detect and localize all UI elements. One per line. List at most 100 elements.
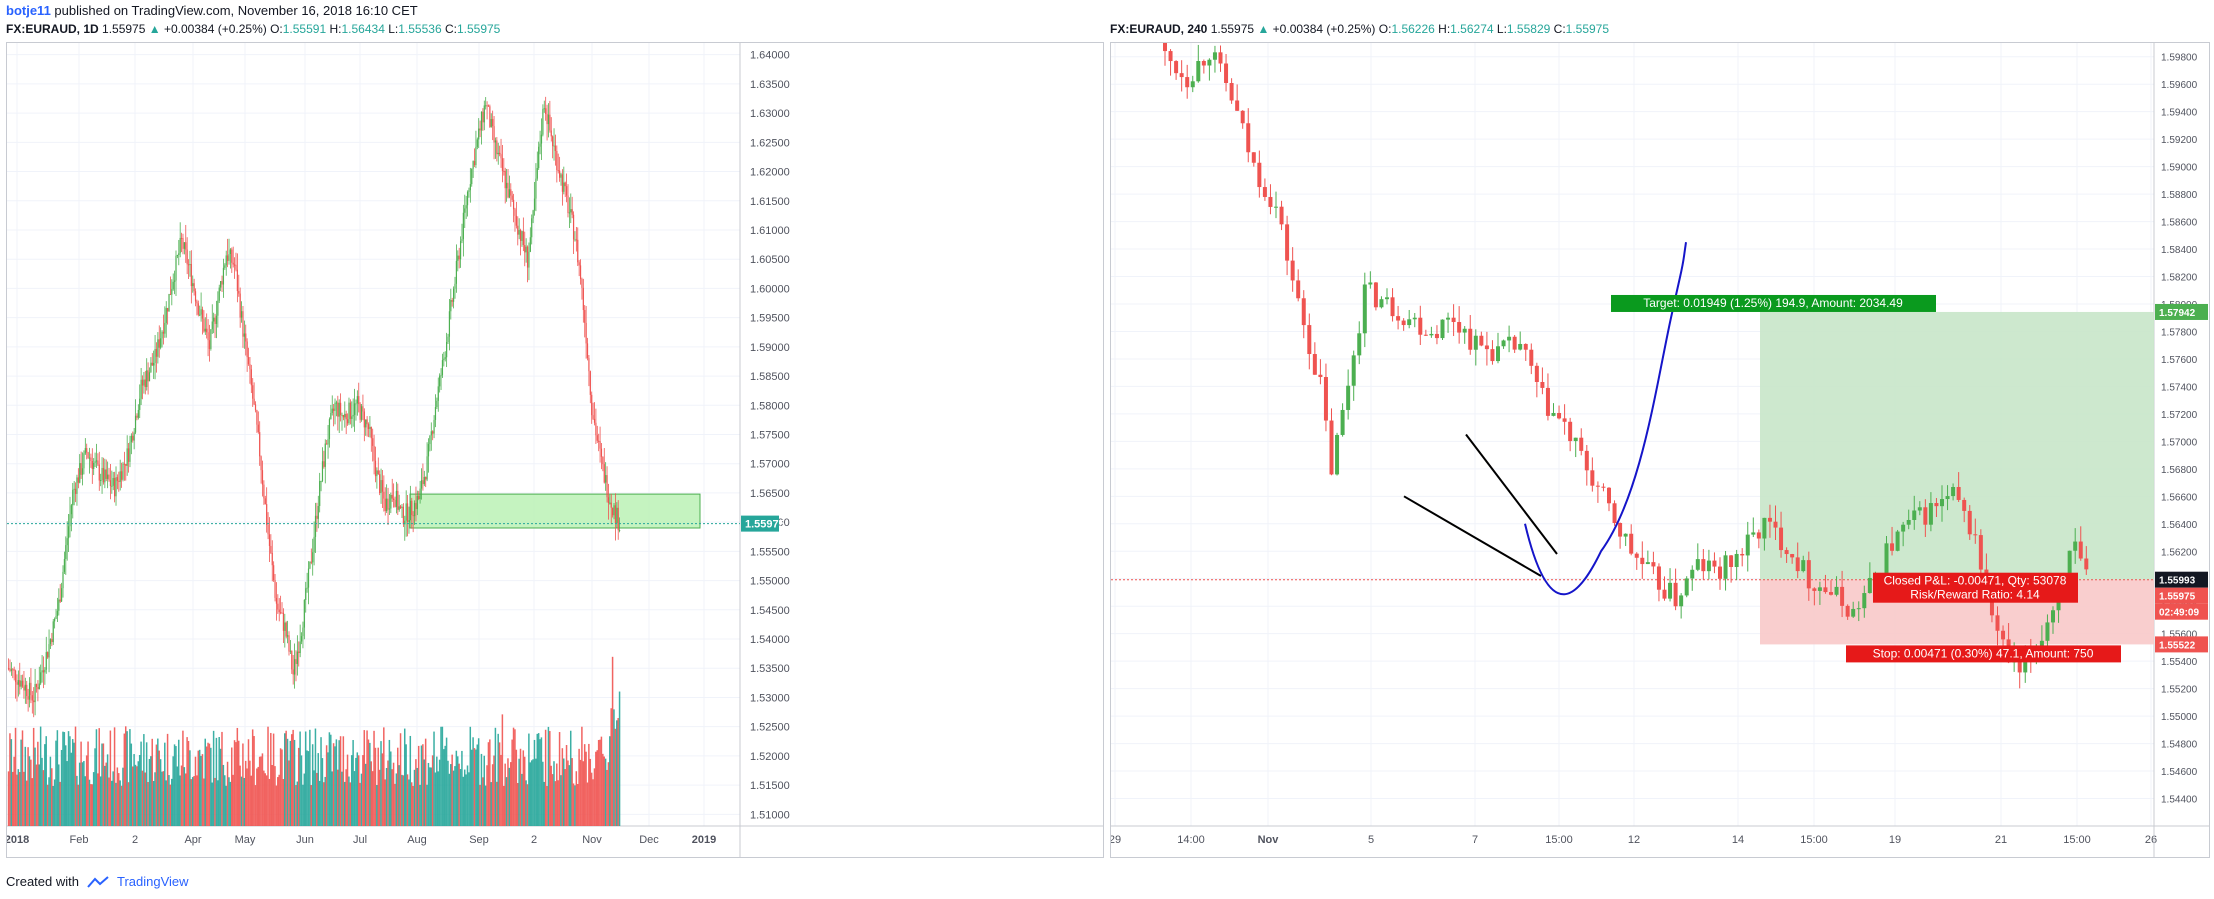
candle [1318,374,1323,378]
candle [413,502,416,517]
volume-bar [602,753,604,826]
y-tick-label: 1.51000 [750,809,790,821]
candle [38,683,40,690]
right-close: 1.55975 [1565,22,1610,36]
candle [227,255,229,261]
volume-bar [162,771,165,826]
right-symbol[interactable]: FX:EURAUD, 240 [1110,22,1208,36]
candle [1779,527,1784,551]
candle [229,249,232,255]
volume-bar [18,772,21,826]
candle [1501,340,1506,347]
candle [91,460,93,470]
candle [1545,387,1550,416]
candle [365,419,367,428]
candle [157,339,159,357]
y-tick-label: 1.57800 [2161,327,2198,338]
volume-bar [539,739,541,826]
candle [238,291,240,294]
candle [87,452,89,458]
candle [1218,52,1223,64]
candle [1817,587,1822,591]
x-tick-label: Dec [639,834,659,846]
candle [1429,333,1434,336]
volume-bar [353,771,356,826]
volume-bar [9,733,11,826]
right-chart-svg[interactable]: 1.59800 1.59600 1.59400 1.59200 1.59000 1.588… [1109,33,2209,857]
volume-bar [138,755,141,826]
candle [168,294,170,312]
y-tick-label: 1.55500 [750,546,790,558]
left-chart-svg[interactable]: 1.64000 1.63500 1.63000 1.62500 1.62000 1.615… [5,43,1103,857]
candle [1645,562,1650,565]
volume-bar [282,779,285,826]
candle [1496,346,1500,362]
candle [517,225,519,235]
candle [1551,412,1556,416]
candle [178,253,180,256]
right-chart-panel[interactable]: 1.59800 1.59600 1.59400 1.59200 1.59000 1.588… [1109,33,2210,858]
volume-bar [466,765,469,826]
candle [13,669,15,671]
volume-bar [120,785,123,826]
volume-bar [609,736,611,826]
candle [77,477,79,483]
volume-bar [226,761,229,826]
candle [453,288,455,302]
right-low: 1.55829 [1506,22,1551,36]
volume-bar [438,759,441,826]
candle [1756,532,1761,539]
tradingview-brand-link[interactable]: TradingView [116,874,189,889]
volume-bar [596,750,598,826]
volume-bar [80,741,82,826]
volume-bar [197,750,200,826]
volume-bar [497,733,499,826]
volume-bar [201,754,204,826]
volume-bar [94,748,96,826]
volume-bar [590,772,593,826]
candle [270,545,272,553]
candle [1196,61,1201,82]
volume-bar [58,764,60,826]
candle [554,145,557,151]
candle [563,182,565,192]
y-tick-label: 1.54600 [2161,767,2198,778]
candle [54,618,56,622]
volume-bar [183,767,186,826]
candle [127,448,130,462]
volume-bar [239,765,241,826]
candle [575,239,577,241]
volume-bar [44,744,46,826]
volume-bar [445,737,448,826]
volume-bar [328,732,331,826]
volume-bar [187,740,190,826]
candle [2078,541,2083,559]
volume-bar [290,734,293,826]
candle [1895,531,1900,551]
candle [8,668,10,670]
volume-bar [399,733,402,826]
candle [235,264,237,270]
volume-bar [465,774,467,826]
candle [1473,335,1478,350]
candle [80,463,82,475]
volume-bar [32,727,35,826]
volume-bar [543,781,545,826]
candle [45,652,47,670]
author-link[interactable]: botje11 [6,3,51,18]
candle [1945,496,1950,500]
candle [330,412,332,420]
volume-bar [310,785,313,826]
candle [619,530,621,532]
pnl-label-bg [1873,572,2078,603]
left-chart-panel[interactable]: 1.64000 1.63500 1.63000 1.62500 1.62000 1.615… [5,42,1104,858]
volume-bar [366,730,368,826]
candle [100,479,102,481]
candle [512,199,515,210]
volume-bar [70,752,73,826]
volume-bar [194,756,197,826]
left-symbol[interactable]: FX:EURAUD, 1D [6,22,99,36]
volume-bar [582,761,585,826]
volume-bar [578,748,580,826]
candle [1262,187,1267,197]
